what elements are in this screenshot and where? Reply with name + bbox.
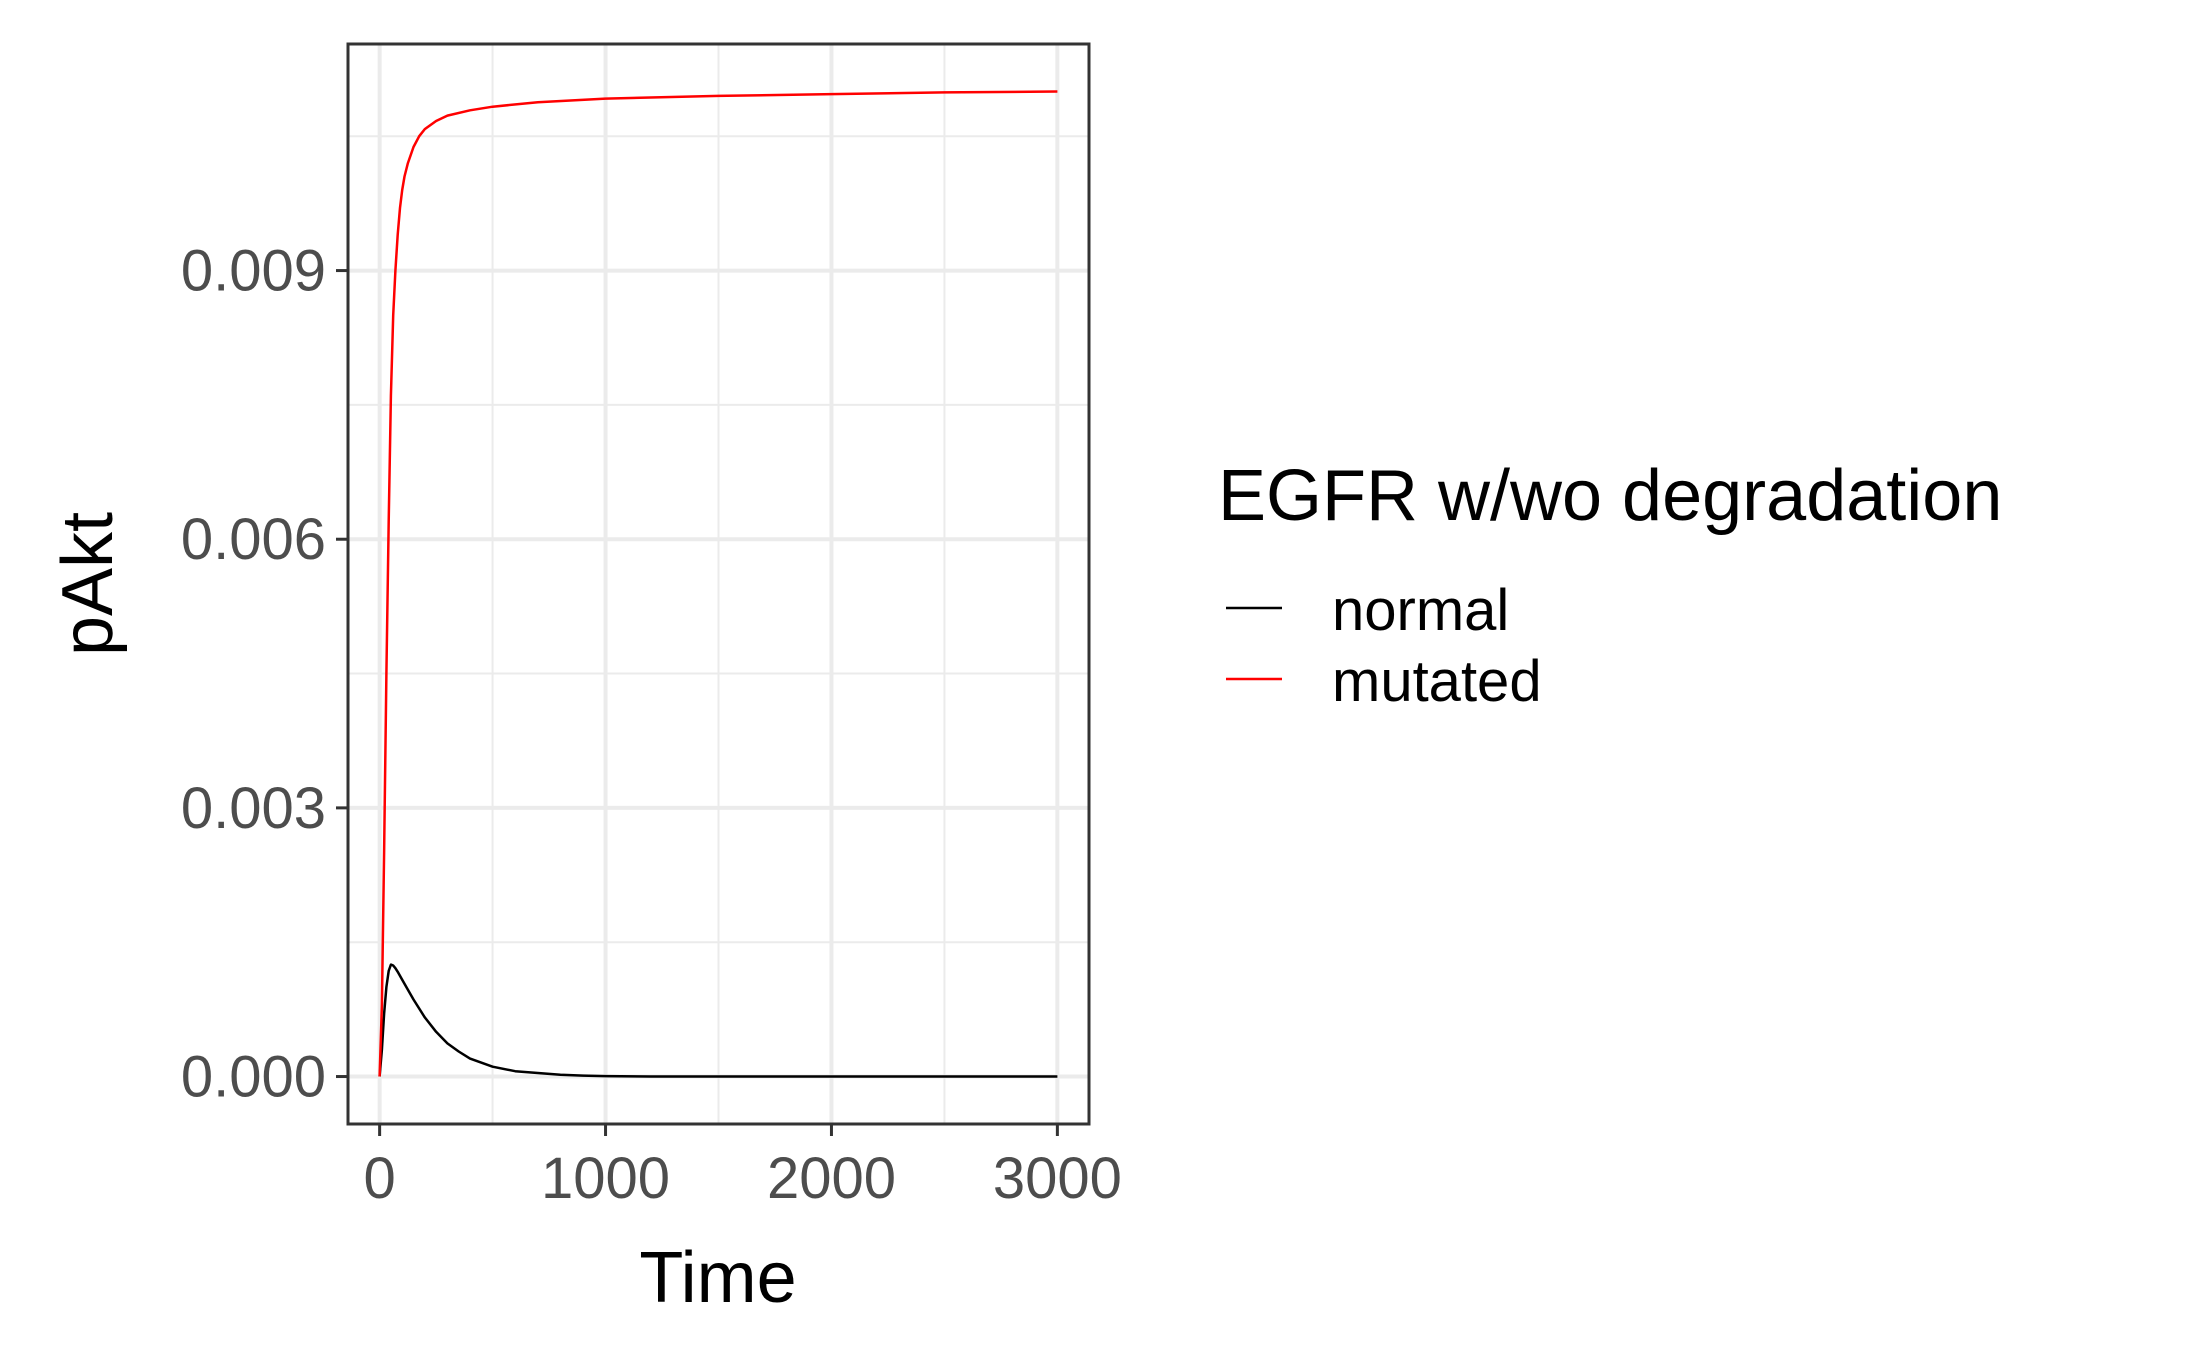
grid-major [348, 44, 1089, 1124]
y-tick-label: 0.003 [181, 776, 326, 841]
x-tick-label: 3000 [993, 1146, 1122, 1211]
x-tick-label: 2000 [767, 1146, 896, 1211]
series-line-mutated [378, 90, 1058, 1077]
y-axis-title: pAkt [48, 512, 128, 656]
y-axis-ticks: 0.000 0.003 0.006 0.009 [181, 239, 348, 1110]
y-tick-label: 0.006 [181, 507, 326, 572]
legend-label-normal: normal [1332, 578, 1509, 643]
legend: EGFR w/wo degradation normal mutated [1218, 456, 2002, 714]
panel-border [346, 42, 1091, 1126]
series-line-normal [378, 963, 1058, 1078]
legend-title: EGFR w/wo degradation [1218, 456, 2002, 536]
x-tick-label: 1000 [541, 1146, 670, 1211]
x-axis-ticks: 0 1000 2000 3000 [363, 1124, 1122, 1211]
x-axis-title: Time [639, 1238, 796, 1318]
y-tick-label: 0.000 [181, 1045, 326, 1110]
y-tick-label: 0.009 [181, 239, 326, 304]
grid-minor [348, 44, 1089, 1124]
x-tick-label: 0 [363, 1146, 395, 1211]
series-lines [378, 90, 1058, 1078]
legend-label-mutated: mutated [1332, 649, 1542, 714]
